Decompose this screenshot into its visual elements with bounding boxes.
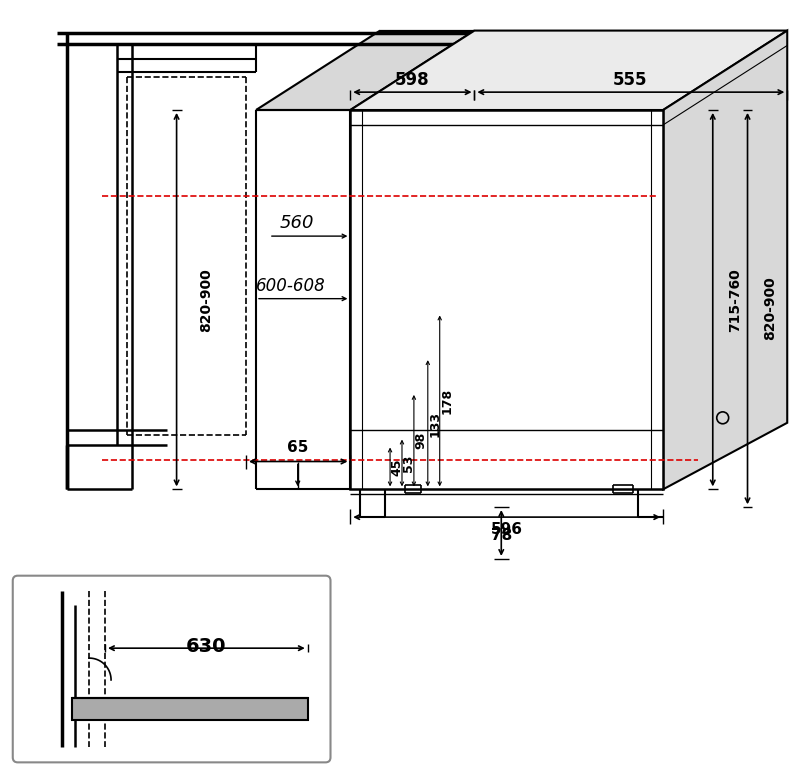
Text: 715-760: 715-760 [729, 268, 742, 332]
Text: 560: 560 [279, 214, 314, 232]
Text: 98: 98 [414, 432, 427, 449]
Text: 596: 596 [491, 521, 523, 536]
Text: 600-608: 600-608 [256, 277, 326, 295]
Polygon shape [72, 698, 308, 720]
Text: 820-900: 820-900 [199, 268, 214, 332]
Text: 133: 133 [428, 411, 442, 437]
Text: 53: 53 [402, 455, 415, 472]
Text: 178: 178 [440, 388, 453, 414]
Text: 555: 555 [613, 71, 648, 89]
Text: 65: 65 [287, 440, 309, 455]
Polygon shape [350, 110, 663, 489]
Text: 598: 598 [394, 71, 430, 89]
Polygon shape [256, 31, 474, 110]
Polygon shape [350, 31, 787, 110]
Polygon shape [663, 31, 787, 489]
Text: 45: 45 [390, 459, 403, 476]
FancyBboxPatch shape [13, 575, 330, 762]
Text: 630: 630 [186, 637, 226, 655]
Text: 820-900: 820-900 [763, 277, 778, 340]
Text: 78: 78 [490, 528, 512, 543]
